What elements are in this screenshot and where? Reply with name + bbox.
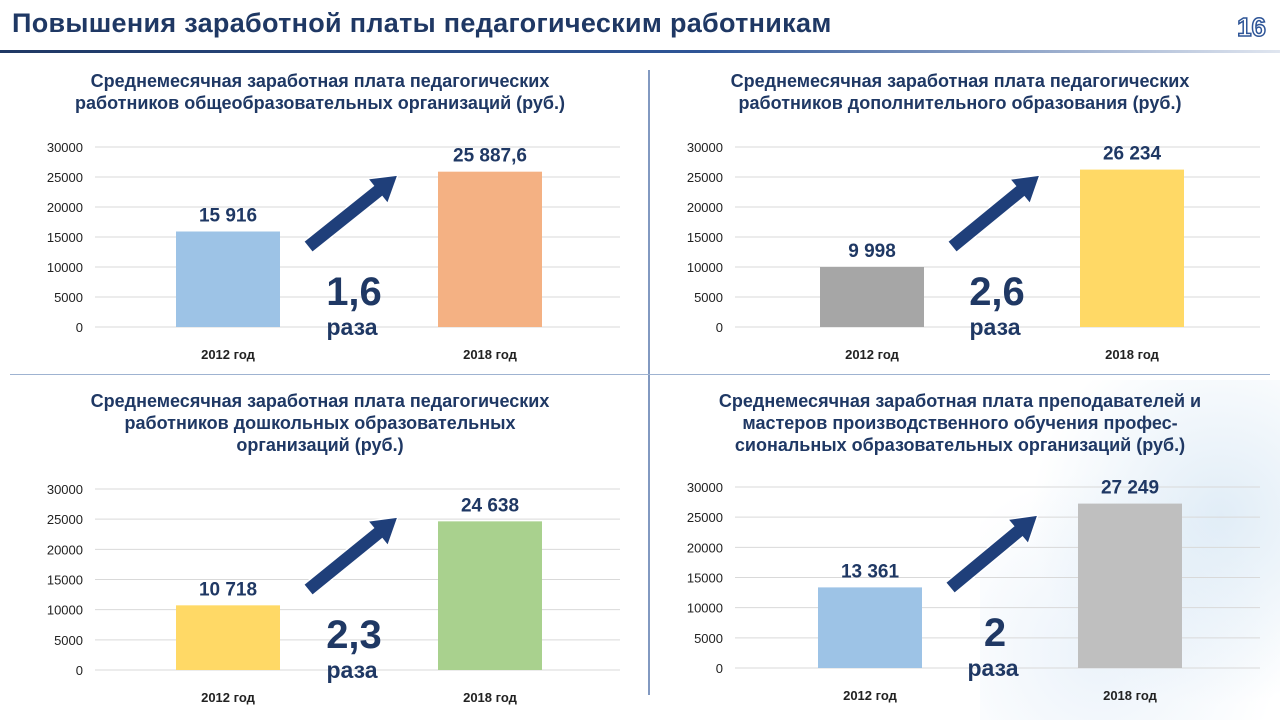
growth-ratio-word: раза	[326, 314, 377, 340]
y-tick-label: 30000	[47, 140, 83, 155]
data-label: 15 916	[199, 206, 257, 227]
chart-title: Среднемесячная заработная плата преподав…	[640, 390, 1280, 456]
data-label: 13 361	[841, 561, 900, 582]
bar-2018	[1080, 169, 1184, 327]
growth-arrow-icon	[944, 514, 1040, 595]
category-label: 2018 год	[1103, 688, 1158, 703]
growth-arrow-icon	[946, 174, 1042, 254]
data-label: 25 887,6	[453, 146, 527, 167]
data-label: 24 638	[461, 495, 519, 516]
vertical-divider	[648, 70, 650, 695]
horizontal-divider	[10, 374, 1270, 375]
y-tick-label: 5000	[54, 633, 83, 648]
data-label: 26 234	[1103, 144, 1162, 165]
category-label: 2012 год	[201, 690, 256, 705]
y-tick-label: 15000	[687, 571, 723, 586]
chart-panel-additional-education: Среднемесячная заработная плата педагоги…	[640, 70, 1280, 390]
growth-arrow-icon	[302, 174, 400, 254]
page-number: 16	[1236, 11, 1266, 43]
growth-ratio-word: раза	[967, 655, 1018, 681]
y-tick-label: 5000	[694, 290, 723, 305]
growth-ratio-word: раза	[326, 657, 377, 683]
category-label: 2012 год	[201, 347, 256, 362]
category-label: 2012 год	[843, 688, 898, 703]
y-tick-label: 0	[76, 663, 83, 678]
growth-ratio-word: раза	[969, 314, 1020, 340]
bar-chart: 0 5000 10000 15000 20000 25000 30000 10 718 2012…	[47, 482, 620, 705]
growth-ratio: 2	[984, 611, 1006, 655]
chart-title-line: организаций (руб.)	[236, 435, 404, 455]
y-tick-label: 15000	[47, 230, 83, 245]
bar-2012	[820, 267, 924, 327]
y-tick-label: 25000	[687, 510, 723, 525]
bar-2012	[176, 605, 280, 670]
y-tick-label: 0	[76, 320, 83, 335]
chart-title-line: Среднемесячная заработная плата педагоги…	[90, 391, 550, 411]
y-tick-label: 0	[716, 320, 723, 335]
bar-chart: 0 5000 10000 15000 20000 25000 30000 15 916 2012…	[47, 140, 620, 362]
chart-title-line: Среднемесячная заработная плата педагоги…	[90, 71, 550, 91]
y-tick-label: 30000	[687, 140, 723, 155]
chart-title-line: Среднемесячная заработная плата педагоги…	[730, 71, 1190, 91]
slide-title: Повышения заработной платы педагогически…	[12, 8, 832, 38]
chart-title: Среднемесячная заработная плата педагоги…	[0, 390, 640, 456]
growth-ratio: 1,6	[326, 270, 382, 314]
chart-panel-preschool-education: Среднемесячная заработная плата педагоги…	[0, 390, 640, 710]
chart-title-line: мастеров производственного обучения проф…	[742, 413, 1178, 433]
y-tick-label: 10000	[687, 260, 723, 275]
y-tick-label: 30000	[687, 480, 723, 495]
category-label: 2018 год	[463, 347, 518, 362]
category-label: 2018 год	[1105, 347, 1160, 362]
data-label: 9 998	[848, 241, 896, 262]
data-label: 27 249	[1101, 478, 1159, 499]
title-underline	[0, 50, 1280, 53]
bar-chart: 0 5000 10000 15000 20000 25000 30000 13 361 2012…	[687, 478, 1260, 703]
bar-2018	[1078, 503, 1182, 668]
chart-title-line: работников дошкольных образовательных	[124, 413, 516, 433]
y-tick-label: 15000	[47, 573, 83, 588]
category-label: 2012 год	[845, 347, 900, 362]
chart-title: Среднемесячная заработная плата педагоги…	[640, 70, 1280, 114]
chart-title-line: сиональных образовательных организаций (…	[734, 435, 1186, 455]
y-tick-label: 20000	[687, 200, 723, 215]
data-label: 10 718	[199, 579, 257, 600]
y-tick-label: 25000	[47, 512, 83, 527]
y-tick-label: 20000	[47, 200, 83, 215]
chart-title-line: работников общеобразовательных организац…	[74, 93, 566, 113]
y-tick-label: 10000	[47, 260, 83, 275]
y-tick-label: 5000	[54, 290, 83, 305]
bar-2018	[438, 171, 542, 327]
y-tick-label: 25000	[687, 170, 723, 185]
bar-2018	[438, 521, 542, 670]
bar-2012	[176, 231, 280, 327]
y-tick-label: 20000	[687, 540, 723, 555]
y-tick-label: 25000	[47, 170, 83, 185]
chart-panel-vocational-education: Среднемесячная заработная плата преподав…	[640, 390, 1280, 710]
y-tick-label: 10000	[687, 601, 723, 616]
growth-ratio: 2,3	[326, 613, 382, 657]
y-tick-label: 15000	[687, 230, 723, 245]
chart-panel-general-education: Среднемесячная заработная плата педагоги…	[0, 70, 640, 390]
y-tick-label: 30000	[47, 482, 83, 497]
chart-title: Среднемесячная заработная плата педагоги…	[0, 70, 640, 114]
category-label: 2018 год	[463, 690, 518, 705]
bar-2012	[818, 587, 922, 668]
chart-title-line: Среднемесячная заработная плата преподав…	[718, 391, 1202, 411]
chart-title-line: работников дополнительного образования (…	[738, 93, 1182, 113]
growth-ratio: 2,6	[969, 270, 1025, 314]
growth-arrow-icon	[302, 516, 400, 597]
y-tick-label: 0	[716, 661, 723, 676]
y-tick-label: 5000	[694, 631, 723, 646]
y-tick-label: 20000	[47, 542, 83, 557]
bar-chart: 0 5000 10000 15000 20000 25000 30000 9 998 2012 …	[687, 140, 1260, 362]
y-tick-label: 10000	[47, 603, 83, 618]
